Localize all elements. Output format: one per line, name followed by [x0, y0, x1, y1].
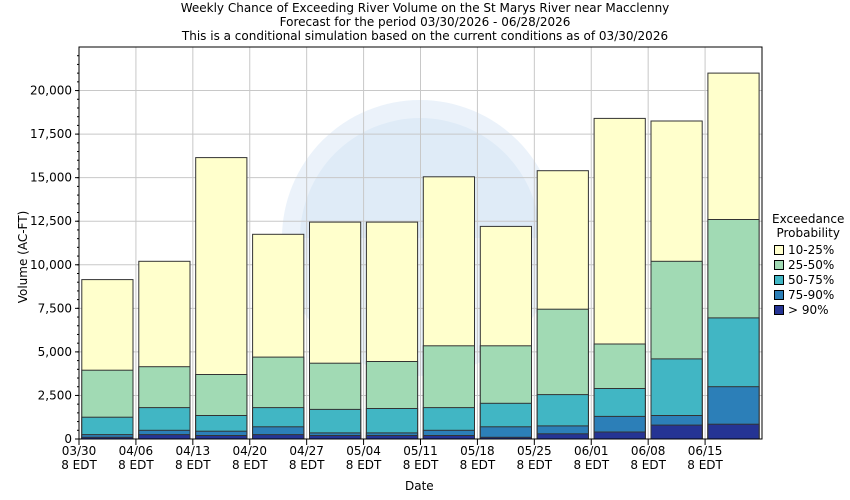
- legend-label: 25-50%: [788, 257, 835, 272]
- legend-items: 10-25% 25-50% 50-75% 75-90% > 90%: [772, 242, 844, 317]
- y-tick-label: 5,000: [38, 345, 72, 359]
- x-tick-label-tz: 8 EDT: [403, 458, 439, 472]
- x-tick-label-tz: 8 EDT: [61, 458, 97, 472]
- x-tick-label-tz: 8 EDT: [289, 458, 325, 472]
- x-tick-label-tz: 8 EDT: [573, 458, 609, 472]
- x-tick-label-date: 04/06: [119, 444, 154, 458]
- x-tick-label-tz: 8 EDT: [460, 458, 496, 472]
- x-tick-label-date: 06/08: [631, 444, 666, 458]
- x-tick-label-date: 03/30: [62, 444, 97, 458]
- legend-label: 50-75%: [788, 272, 835, 287]
- x-tick-label-tz: 8 EDT: [175, 458, 211, 472]
- bar-segment: [252, 434, 305, 440]
- y-tick-label: 15,000: [30, 171, 72, 185]
- y-tick-label: 20,000: [30, 84, 72, 98]
- legend-label: > 90%: [788, 302, 829, 317]
- x-tick-label-date: 05/11: [403, 444, 438, 458]
- legend-title-line-1: Exceedance: [772, 212, 845, 226]
- bar-segment: [650, 424, 703, 440]
- x-tick-label-tz: 8 EDT: [118, 458, 154, 472]
- bar-segment: [309, 435, 362, 440]
- x-tick-label-date: 05/25: [517, 444, 552, 458]
- legend-item: 75-90%: [774, 287, 844, 302]
- chart-title-line-3: This is a conditional simulation based o…: [181, 29, 669, 43]
- y-tick-label: 0: [64, 432, 72, 446]
- y-tick-label: 7,500: [38, 301, 72, 315]
- y-tick-label: 12,500: [30, 214, 72, 228]
- bar-segment: [422, 435, 475, 440]
- x-tick-label-date: 04/13: [176, 444, 211, 458]
- legend-title-line-2: Probability: [776, 226, 840, 240]
- chart-title-line-1: Weekly Chance of Exceeding River Volume …: [180, 1, 670, 15]
- y-tick-label: 10,000: [30, 258, 72, 272]
- x-tick-label-date: 04/20: [232, 444, 267, 458]
- x-tick-label-tz: 8 EDT: [346, 458, 382, 472]
- y-tick-label: 17,500: [30, 127, 72, 141]
- legend-swatch: [774, 289, 784, 300]
- x-tick-label-date: 05/04: [346, 444, 381, 458]
- legend-label: 75-90%: [788, 287, 835, 302]
- legend-item: 50-75%: [774, 272, 844, 287]
- bar-segment: [593, 431, 646, 440]
- bar-segment: [138, 434, 191, 440]
- x-tick-label-date: 04/27: [289, 444, 324, 458]
- x-axis-label: Date: [405, 479, 434, 493]
- legend-swatch: [774, 304, 784, 315]
- legend: Exceedance Probability 10-25% 25-50% 50-75…: [772, 212, 844, 317]
- legend-item: > 90%: [774, 302, 844, 317]
- legend-swatch: [774, 259, 784, 270]
- legend-item: 10-25%: [774, 242, 844, 257]
- y-axis-label: Volume (AC-FT): [16, 210, 30, 304]
- x-tick-label-date: 06/15: [688, 444, 723, 458]
- x-tick-label-tz: 8 EDT: [687, 458, 723, 472]
- legend-swatch: [774, 274, 784, 285]
- bar-segment: [195, 435, 248, 440]
- legend-item: 25-50%: [774, 257, 844, 272]
- legend-swatch: [774, 244, 784, 255]
- x-tick-label-tz: 8 EDT: [630, 458, 666, 472]
- bar-segment: [707, 423, 760, 440]
- legend-label: 10-25%: [788, 242, 835, 257]
- x-tick-label-date: 06/01: [574, 444, 609, 458]
- chart-title-line-2: Forecast for the period 03/30/2026 - 06/…: [279, 15, 571, 29]
- x-tick-label-date: 05/18: [460, 444, 495, 458]
- bar-segment: [365, 435, 419, 440]
- x-tick-label-tz: 8 EDT: [517, 458, 553, 472]
- y-tick-label: 2,500: [38, 388, 72, 402]
- bar-segment: [536, 433, 589, 440]
- x-tick-label-tz: 8 EDT: [232, 458, 268, 472]
